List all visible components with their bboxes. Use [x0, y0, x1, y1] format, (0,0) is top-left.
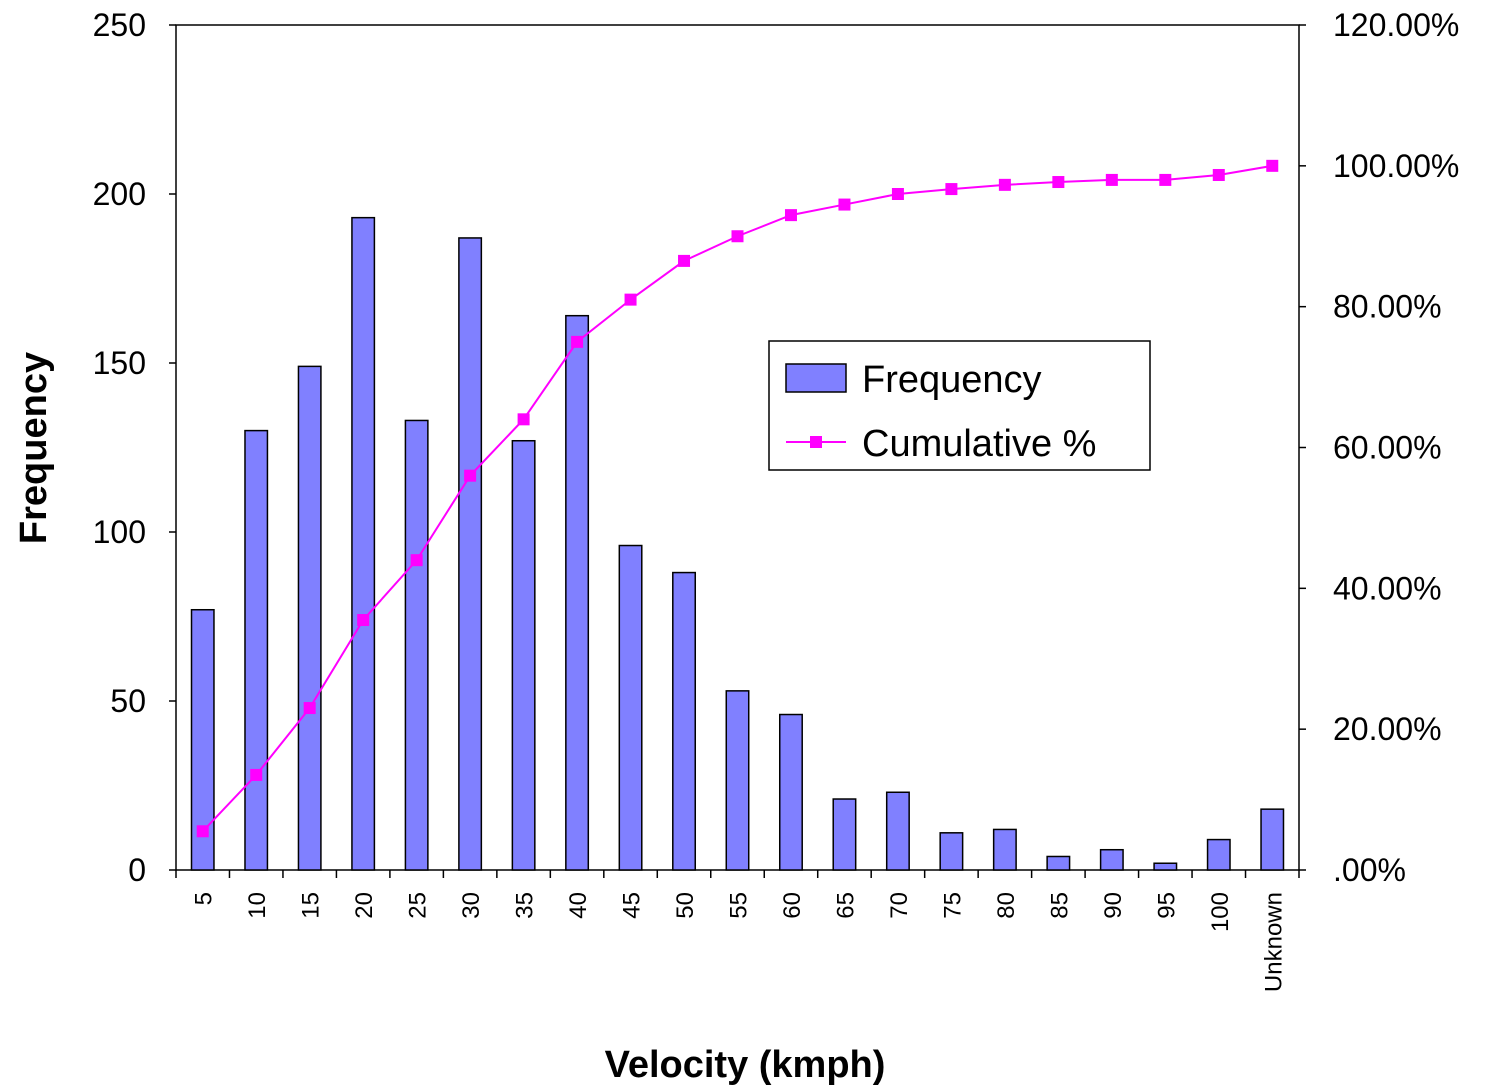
- cumulative-point-10: [250, 768, 263, 781]
- cumulative-point-80: [998, 178, 1011, 191]
- cumulative-point-70: [891, 188, 904, 200]
- bar-90: [1099, 848, 1124, 871]
- left-axis: 0 50 100 150 200 250: [93, 7, 176, 888]
- left-tick-label: 150: [93, 345, 146, 381]
- x-tick-label: 20: [351, 892, 378, 919]
- cumulative-point-65: [838, 198, 851, 211]
- right-tick-label: 120.00%: [1333, 7, 1459, 43]
- cumulative-line: [196, 159, 1279, 838]
- cumulative-point-unknown: [1266, 159, 1279, 172]
- bar-20: [351, 216, 376, 871]
- x-tick-label: 50: [672, 892, 699, 919]
- y-axis-title: Frequency: [13, 352, 55, 544]
- right-tick-label: 40.00%: [1333, 570, 1442, 606]
- right-tick-label: .00%: [1333, 852, 1406, 888]
- right-tick-label: 100.00%: [1333, 148, 1459, 184]
- x-tick-label: 15: [298, 892, 325, 919]
- x-tick-label: 80: [993, 892, 1020, 919]
- bar-60: [778, 713, 803, 871]
- right-axis: .00% 20.00% 40.00% 60.00% 80.00% 100.00% 120.0…: [1299, 7, 1459, 888]
- bar-35: [511, 439, 536, 871]
- bar-40: [565, 314, 590, 871]
- x-tick-label: 5: [191, 892, 218, 905]
- bar-75: [939, 832, 964, 871]
- cumulative-point-20: [357, 614, 370, 627]
- bar-unknown: [1260, 808, 1285, 871]
- cumulative-point-50: [678, 254, 691, 267]
- bar-30: [458, 237, 483, 871]
- legend-cumulative-label: Cumulative %: [862, 423, 1096, 465]
- left-tick-label: 0: [128, 852, 146, 888]
- cumulative-point-35: [517, 413, 530, 426]
- right-tick-label: 60.00%: [1333, 430, 1442, 466]
- cumulative-point-30: [464, 469, 477, 482]
- x-tick-label: 55: [726, 892, 753, 919]
- legend-frequency-swatch: [785, 363, 847, 393]
- x-axis-title: Velocity (kmph): [605, 1044, 886, 1086]
- left-tick-label: 100: [93, 514, 146, 550]
- x-tick-label: Unknown: [1260, 892, 1287, 992]
- x-tick-label: 95: [1153, 892, 1180, 919]
- x-axis: 5 10 15 20 25 30 35 40 45 50 55 60 65 70 75 80 85 90 95 100…: [175, 870, 1300, 992]
- x-tick-label: 75: [939, 892, 966, 919]
- cumulative-point-5: [196, 825, 209, 838]
- bar-80: [992, 828, 1017, 871]
- right-tick-label: 20.00%: [1333, 711, 1442, 747]
- legend-frequency-label: Frequency: [862, 359, 1042, 401]
- right-tick-label: 80.00%: [1333, 289, 1442, 325]
- cumulative-point-75: [945, 183, 958, 196]
- x-tick-label: 85: [1046, 892, 1073, 919]
- left-tick-label: 250: [93, 7, 146, 43]
- x-tick-label: 10: [244, 892, 271, 919]
- cumulative-point-85: [1052, 176, 1065, 189]
- x-tick-label: 90: [1100, 892, 1127, 919]
- frequency-bars: [190, 216, 1285, 871]
- bar-45: [618, 544, 643, 871]
- bar-55: [725, 690, 750, 871]
- bar-100: [1206, 838, 1231, 871]
- bar-15: [297, 365, 322, 871]
- left-tick-label: 200: [93, 176, 146, 212]
- x-tick-label: 65: [832, 892, 859, 919]
- legend-cumulative-marker: [810, 436, 822, 448]
- left-tick-label: 50: [110, 683, 146, 719]
- bar-10: [244, 429, 269, 871]
- legend-box: [768, 340, 1151, 471]
- cumulative-point-100: [1212, 168, 1225, 181]
- bar-5: [190, 608, 215, 871]
- bar-50: [672, 571, 697, 871]
- cumulative-point-15: [303, 702, 316, 715]
- x-tick-label: 45: [619, 892, 646, 919]
- cumulative-point-45: [624, 293, 637, 306]
- x-tick-label: 40: [565, 892, 592, 919]
- cumulative-point-95: [1159, 173, 1172, 186]
- bar-70: [885, 791, 910, 871]
- legend: Frequency Cumulative %: [768, 340, 1151, 471]
- cumulative-point-90: [1105, 173, 1118, 186]
- x-tick-label: 70: [886, 892, 913, 919]
- bar-25: [404, 419, 429, 871]
- cumulative-point-40: [571, 335, 584, 348]
- x-tick-label: 100: [1207, 892, 1234, 932]
- x-tick-label: 30: [458, 892, 485, 919]
- x-tick-label: 60: [779, 892, 806, 919]
- cumulative-point-60: [784, 209, 797, 222]
- x-tick-label: 25: [405, 892, 432, 919]
- cumulative-point-25: [410, 554, 423, 567]
- bar-95: [1153, 862, 1178, 871]
- cumulative-point-55: [731, 230, 744, 243]
- x-tick-label: 35: [512, 892, 539, 919]
- bar-85: [1046, 855, 1071, 871]
- bar-65: [832, 798, 857, 871]
